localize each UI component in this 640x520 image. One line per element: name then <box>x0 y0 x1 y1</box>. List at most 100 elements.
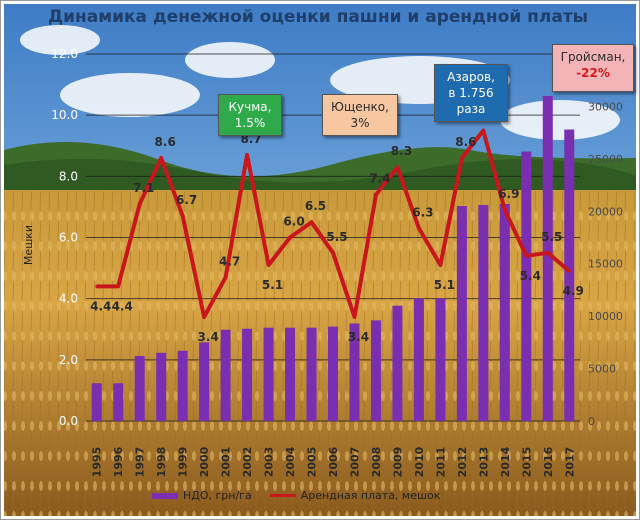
rent-point-2001 <box>224 275 228 279</box>
rent-point-2010 <box>417 226 421 230</box>
x-tick-label: 2004 <box>284 446 297 477</box>
x-tick-label: 2015 <box>520 447 533 478</box>
rent-label-1998: 8.6 <box>155 135 176 149</box>
x-tick-label: 2000 <box>198 446 211 477</box>
bar-1996 <box>113 383 124 421</box>
annotation-line: Гройсман, <box>560 50 626 64</box>
rent-point-2013 <box>481 128 485 132</box>
y-tick-left-label: 8.0 <box>59 169 78 183</box>
x-tick-label: 2014 <box>499 446 512 477</box>
bar-2014 <box>499 203 510 421</box>
rent-point-2003 <box>267 263 271 267</box>
annotation-azarov: Азаров, в 1.756 раза <box>434 64 508 122</box>
y-tick-left-label: 4.0 <box>59 292 78 306</box>
y-tick-right-label: 30000 <box>588 100 623 113</box>
rent-point-2012 <box>460 156 464 160</box>
annotation-line: Азаров, <box>447 70 495 84</box>
rent-label-1995: 4.4 <box>90 299 111 313</box>
annotation-kuchma: Кучма, 1.5% <box>218 94 282 136</box>
x-tick-label: 1999 <box>177 447 190 478</box>
rent-point-2017 <box>567 269 571 273</box>
x-tick-label: 2008 <box>370 447 383 478</box>
x-tick-label: 2006 <box>327 446 340 477</box>
bar-2016 <box>542 95 553 421</box>
bar-2010 <box>413 298 424 421</box>
bar-1998 <box>156 352 167 421</box>
annotation-line: в 1.756 <box>448 86 494 100</box>
rent-point-1998 <box>159 156 163 160</box>
bar-2002 <box>242 328 253 421</box>
x-tick-label: 2011 <box>434 447 447 478</box>
rent-point-1997 <box>138 202 142 206</box>
x-tick-label: 2001 <box>220 447 233 478</box>
rent-label-2008: 7.4 <box>369 172 390 186</box>
bar-2003 <box>263 327 274 421</box>
y-tick-left-label: 12.0 <box>51 47 78 61</box>
annotation-line: Ющенко, <box>331 100 389 114</box>
legend-item-bars: НДО, грн/га <box>152 489 252 502</box>
annotation-groysman: Гройсман, -22% <box>552 44 634 92</box>
rent-label-2016: 5.5 <box>541 230 562 244</box>
rent-point-2005 <box>310 220 314 224</box>
rent-label-2005: 6.5 <box>305 199 326 213</box>
rent-label-2012: 8.6 <box>455 135 476 149</box>
y-tick-left-label: 6.0 <box>59 231 78 245</box>
x-tick-label: 1998 <box>155 447 168 478</box>
bar-1999 <box>177 350 188 421</box>
bar-2009 <box>392 305 403 421</box>
bar-2015 <box>521 151 532 421</box>
bar-2011 <box>435 298 446 421</box>
rent-label-1997: 7.1 <box>133 181 154 195</box>
rent-point-2008 <box>374 193 378 197</box>
bar-1995 <box>91 383 102 421</box>
legend-line-swatch <box>269 494 296 497</box>
y-tick-right-label: 20000 <box>588 205 623 218</box>
bar-1997 <box>134 355 145 421</box>
x-tick-label: 1996 <box>112 446 125 477</box>
bar-2017 <box>564 129 575 422</box>
x-tick-label: 2010 <box>413 446 426 477</box>
legend-bar-label: НДО, грн/га <box>183 489 252 502</box>
x-tick-label: 1995 <box>91 447 104 478</box>
bar-2008 <box>370 320 381 421</box>
legend-item-line: Арендная плата, мешок <box>269 489 440 502</box>
x-tick-label: 2012 <box>456 447 469 478</box>
rent-label-2009: 8.3 <box>391 144 412 158</box>
rent-point-2002 <box>245 153 249 157</box>
rent-point-2014 <box>503 208 507 212</box>
rent-label-2010: 6.3 <box>412 205 433 219</box>
annotation-line: -22% <box>576 66 610 80</box>
rent-label-2004: 6.0 <box>283 215 304 229</box>
y-tick-left-label: 2.0 <box>59 353 78 367</box>
rent-point-2016 <box>546 251 550 255</box>
rent-point-1995 <box>95 284 99 288</box>
annotation-yushchenko: Ющенко, 3% <box>322 94 398 136</box>
bar-2001 <box>220 329 231 421</box>
x-tick-label: 2016 <box>542 446 555 477</box>
annotation-line: Кучма, <box>228 100 272 114</box>
rent-label-2015: 5.4 <box>520 269 541 283</box>
y-tick-left-label: 0.0 <box>59 414 78 428</box>
bar-2000 <box>199 342 210 421</box>
x-tick-label: 2003 <box>263 447 276 478</box>
x-tick-label: 2013 <box>477 447 490 478</box>
bar-2007 <box>349 323 360 421</box>
rent-point-2009 <box>395 165 399 169</box>
chart-title: Динамика денежной оценки пашни и арендно… <box>48 7 588 27</box>
y-tick-right-label: 10000 <box>588 310 623 323</box>
y-tick-right-label: 0 <box>588 415 595 428</box>
bar-2004 <box>285 327 296 421</box>
bar-2012 <box>456 206 467 421</box>
legend: НДО, грн/га Арендная плата, мешок <box>152 489 458 502</box>
rent-label-2017: 4.9 <box>563 284 584 298</box>
y-tick-left-label: 10.0 <box>51 108 78 122</box>
bar-series <box>91 95 575 422</box>
x-tick-label: 2002 <box>241 447 254 478</box>
legend-bar-swatch <box>152 492 178 499</box>
y-tick-right-label: 25000 <box>588 153 623 166</box>
y-axis-label: Мешки <box>22 225 35 265</box>
x-axis-ticks: 1995 1996 1997 1998 1999 2000 2001 2002 2003 2004… <box>91 446 577 477</box>
y-axis-right-ticks: 0 5000 10000 15000 20000 25000 30000 <box>588 100 623 428</box>
